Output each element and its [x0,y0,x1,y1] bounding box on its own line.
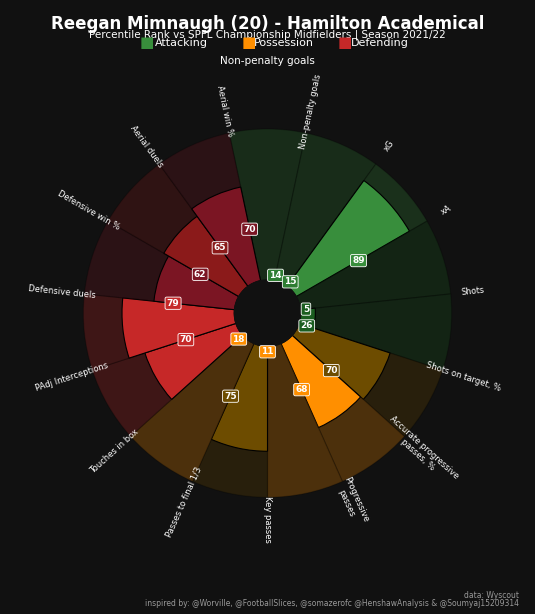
Text: ■: ■ [242,36,256,50]
Text: 14: 14 [269,271,282,280]
Bar [154,256,239,309]
Bar [268,343,342,497]
Text: 26: 26 [301,321,313,330]
Text: Defensive duels: Defensive duels [28,284,96,300]
Text: Touches in box: Touches in box [88,427,140,475]
Text: Shots: Shots [461,286,485,297]
Bar [83,294,236,370]
Bar [229,129,306,281]
Text: 68: 68 [295,385,308,394]
Text: Key passes: Key passes [263,496,272,543]
Text: 70: 70 [325,366,338,375]
Bar [85,221,239,309]
Text: 89: 89 [352,256,365,265]
Text: ■: ■ [140,36,154,50]
Text: 70: 70 [180,335,192,344]
Text: 15: 15 [284,278,296,286]
Bar [287,181,409,297]
Bar [108,164,248,297]
Bar [145,324,243,400]
Text: Defending: Defending [351,38,409,48]
Text: xG: xG [382,139,396,154]
Polygon shape [234,280,301,346]
Bar [292,324,390,400]
Bar [287,164,427,297]
Bar [274,133,376,286]
Text: 18: 18 [233,335,245,343]
Text: 79: 79 [167,299,179,308]
Bar [268,286,284,313]
Bar [299,294,452,370]
Bar [122,298,236,358]
Bar [243,313,268,343]
Bar [193,343,268,497]
Bar [192,187,261,286]
Bar [268,309,277,313]
Text: 70: 70 [243,225,256,234]
Text: inspired by: @Worville, @FootballSlices, @somazerofc @HenshawAnalysis & @Soumyaj: inspired by: @Worville, @FootballSlices,… [145,599,519,608]
Text: 5: 5 [303,305,309,314]
Text: 11: 11 [261,348,274,356]
Text: Passes to final 1/3: Passes to final 1/3 [164,465,203,538]
Text: PAdj Interceptions: PAdj Interceptions [34,361,109,393]
Text: xA: xA [439,203,453,217]
Bar [93,324,243,437]
Text: Attacking: Attacking [155,38,209,48]
Text: Non-penalty goals: Non-penalty goals [298,73,323,150]
Bar [159,133,261,286]
Text: Aerial win %: Aerial win % [215,85,234,138]
Text: Possession: Possession [254,38,314,48]
Bar [211,343,268,451]
Text: Shots on target, %: Shots on target, % [425,360,502,393]
Text: 75: 75 [224,392,237,401]
Text: Aerial duels: Aerial duels [128,123,164,169]
Bar [292,324,442,437]
Text: Percentile Rank vs SPFL Championship Midfielders | Season 2021/22: Percentile Rank vs SPFL Championship Mid… [89,29,446,40]
Text: 62: 62 [194,270,207,279]
Bar [262,287,273,313]
Bar [299,308,316,328]
Text: ■: ■ [338,36,352,50]
Text: 65: 65 [214,243,226,252]
Text: Progressive
passes: Progressive passes [333,475,370,528]
Bar [268,313,276,333]
Text: Defensive win %: Defensive win % [56,188,121,231]
Text: Non-penalty goals: Non-penalty goals [220,56,315,66]
Bar [281,335,404,481]
Bar [164,216,248,297]
Text: Reegan Mimnaugh (20) - Hamilton Academical: Reegan Mimnaugh (20) - Hamilton Academic… [51,15,484,33]
Bar [281,335,361,427]
Text: Accurate progressive
passes, %: Accurate progressive passes, % [381,414,461,488]
Bar [131,335,254,481]
Bar [296,221,450,309]
Text: data: Wyscout: data: Wyscout [464,591,519,600]
